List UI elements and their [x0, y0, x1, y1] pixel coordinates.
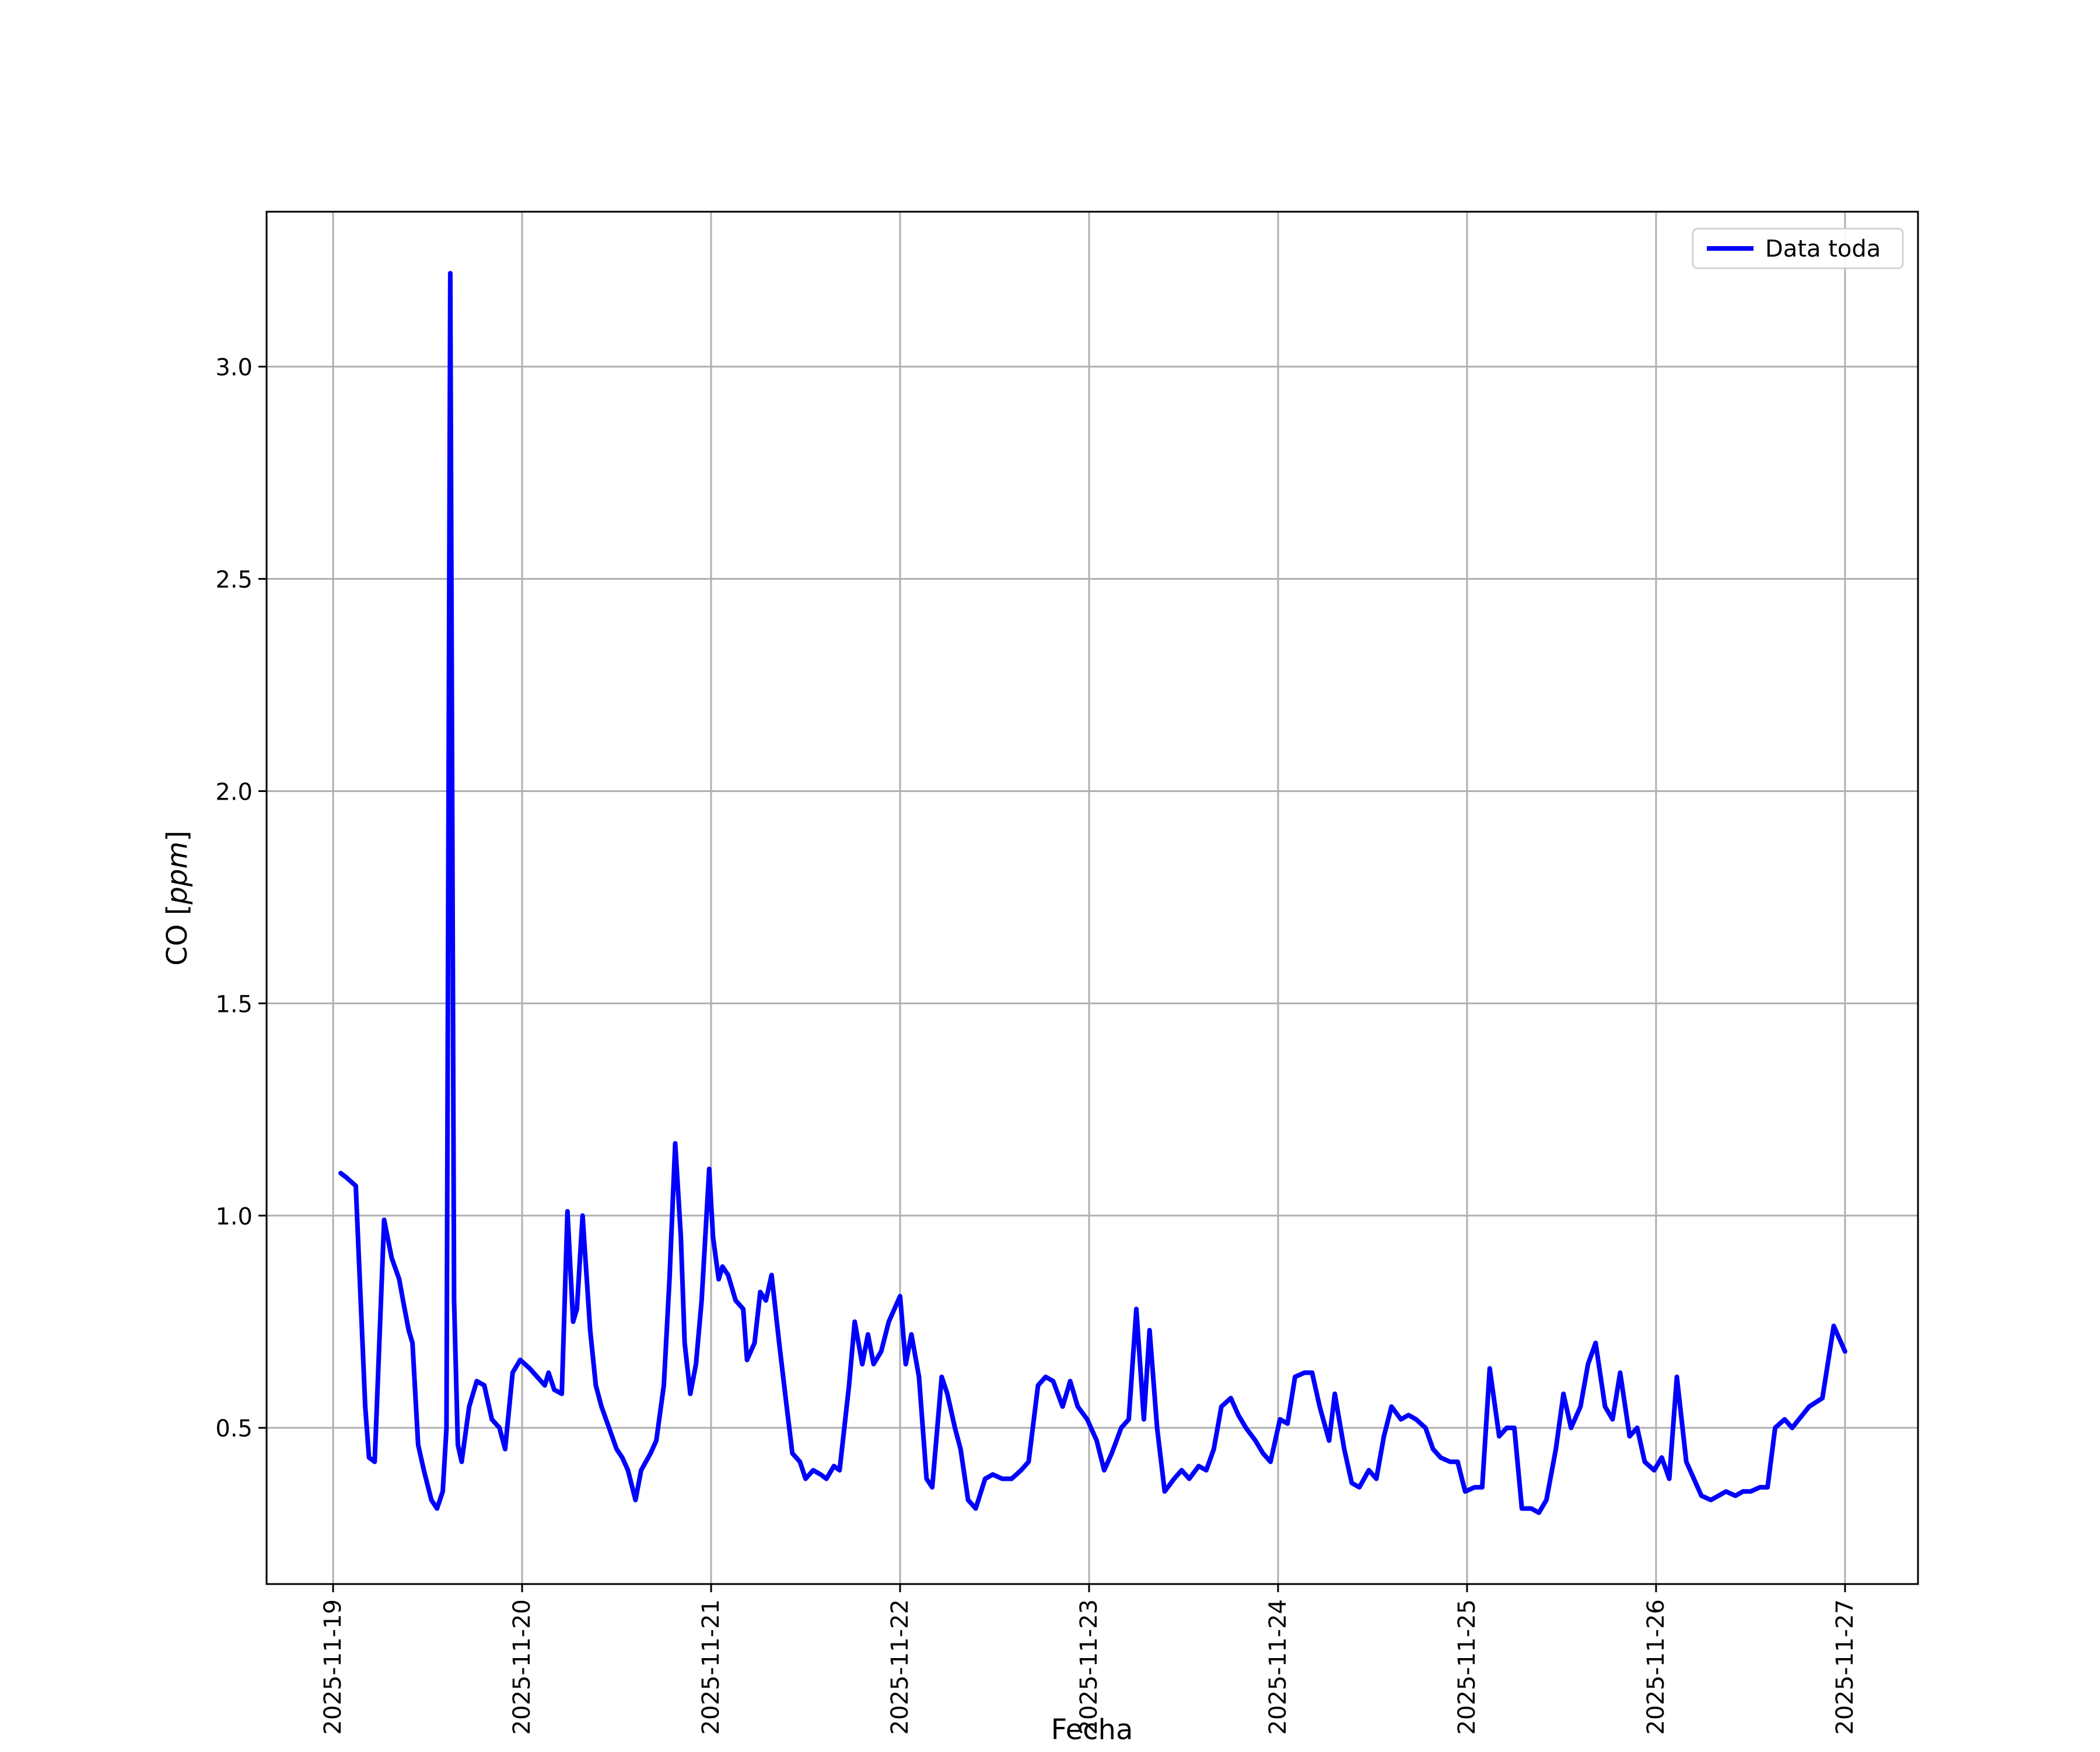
legend: Data toda	[1692, 227, 1904, 269]
gridlines	[267, 212, 1918, 1584]
y-axis-label: CO [ppm]	[161, 831, 194, 966]
y-tick-label: 3.0	[215, 355, 253, 381]
tick-labels: 2025-11-19 2025-11-20 2025-11-21 2025-11-22…	[215, 355, 1859, 1735]
plot-border	[265, 211, 1919, 1585]
x-tick-label: 2025-11-23	[1076, 1599, 1102, 1735]
x-tick-label: 2025-11-25	[1454, 1599, 1480, 1735]
y-tick-label: 1.5	[215, 991, 253, 1018]
x-tick-label: 2025-11-27	[1832, 1599, 1859, 1735]
data-line	[338, 271, 1847, 1515]
x-tick-label: 2025-11-20	[509, 1599, 536, 1735]
data-series	[338, 271, 1847, 1515]
y-axis-label-prefix: CO [	[161, 905, 194, 966]
y-axis-label-suffix: ]	[161, 831, 194, 842]
y-tick-label: 0.5	[215, 1415, 253, 1442]
legend-box	[1692, 227, 1904, 269]
y-tick-label: 1.0	[215, 1203, 253, 1230]
y-tick-label: 2.0	[215, 779, 253, 805]
x-tick-label: 2025-11-19	[320, 1599, 346, 1735]
legend-label: Data toda	[1765, 236, 1881, 262]
x-tick-label: 2025-11-26	[1643, 1599, 1670, 1735]
x-tick-label: 2025-11-22	[887, 1599, 914, 1735]
axis-ticks	[258, 366, 1846, 1592]
y-tick-label: 2.5	[215, 567, 253, 594]
y-axis-label-units: ppm	[161, 842, 194, 905]
x-tick-label: 2025-11-24	[1265, 1599, 1292, 1735]
x-axis-label: Fecha	[1051, 1714, 1133, 1746]
x-tick-label: 2025-11-21	[698, 1599, 724, 1735]
